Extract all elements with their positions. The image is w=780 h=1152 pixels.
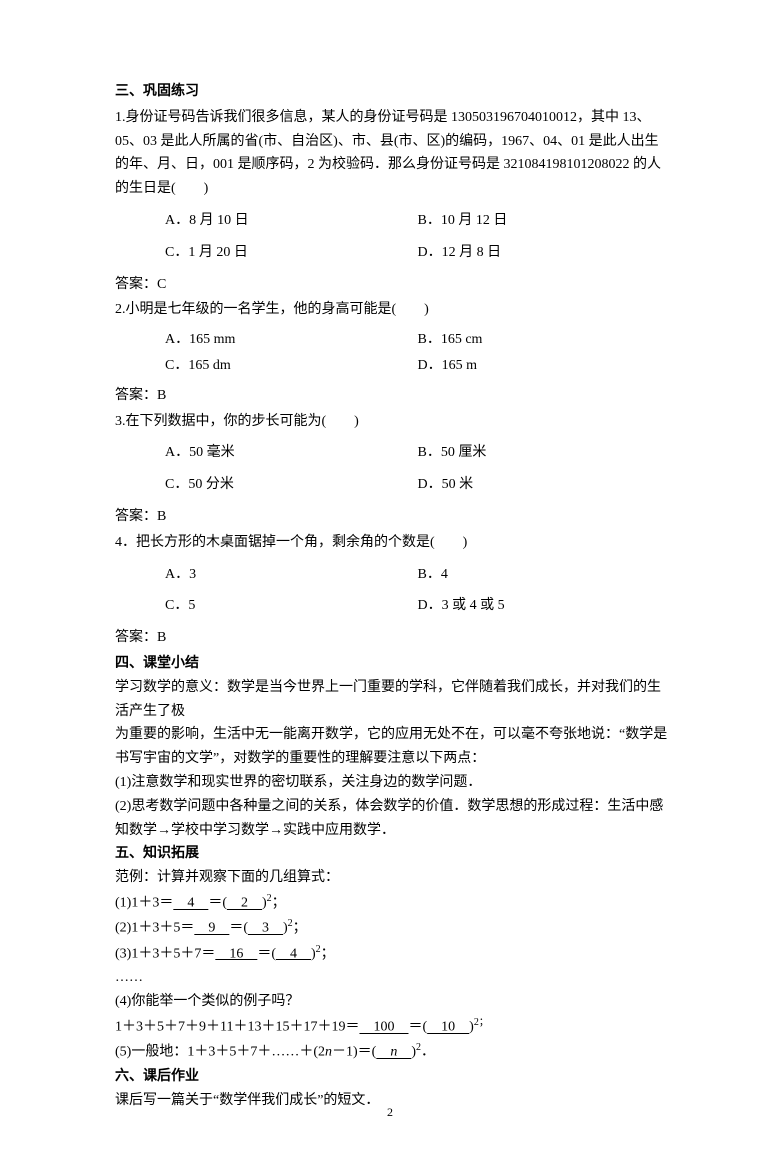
- s5-l1-blank-1: 4: [173, 896, 208, 911]
- s5-line-1: (1)1＋3＝ 4 ＝( 2 )2；: [115, 890, 670, 915]
- q1-stem: 1.身份证号码告诉我们很多信息，某人的身份证号码是 13050319670401…: [115, 106, 670, 201]
- q3-options: A．50 毫米 B．50 厘米 C．50 分米 D．50 米: [115, 441, 670, 497]
- s5-l5-exp: 2；: [474, 1017, 489, 1028]
- s5-line-4: (4)你能举一个类似的例子吗？: [115, 990, 670, 1014]
- q4-option-c: C．5: [165, 594, 418, 618]
- s5-l6-a: (5)一般地：1＋3＋5＋7＋……＋(2: [115, 1045, 325, 1060]
- s5-l6-n: n: [325, 1045, 332, 1060]
- s5-l1-a: (1)1＋3＝: [115, 896, 173, 911]
- q1-options: A．8 月 10 日 B．10 月 12 日 C．1 月 20 日 D．12 月…: [115, 209, 670, 265]
- s5-line-5: 1＋3＋5＋7＋9＋11＋13＋15＋17＋19＝ 100 ＝( 10 )2；: [115, 1014, 670, 1039]
- s5-l6-d: ．: [421, 1045, 435, 1060]
- q3-option-d: D．50 米: [418, 473, 671, 497]
- s5-l3-b: ＝(: [257, 946, 276, 961]
- q3-stem: 3.在下列数据中，你的步长可能为( ): [115, 410, 670, 434]
- q2-answer: 答案：B: [115, 384, 670, 408]
- s5-l2-blank-2: 3: [248, 921, 283, 936]
- s4-p3: (1)注意数学和现实世界的密切联系，关注身边的数学问题．: [115, 771, 670, 795]
- q4-option-b: B．4: [418, 563, 671, 587]
- q4-option-a: A．3: [165, 563, 418, 587]
- s5-l2-b: ＝(: [229, 921, 248, 936]
- s5-line-3: (3)1＋3＋5＋7＝ 16 ＝( 4 )2；: [115, 941, 670, 966]
- s5-l3-d: ；: [321, 946, 335, 961]
- section-5-title: 五、知识拓展: [115, 842, 670, 866]
- q4-options: A．3 B．4 C．5 D．3 或 4 或 5: [115, 563, 670, 619]
- s5-line-6: (5)一般地：1＋3＋5＋7＋……＋(2n－1)＝( n )2．: [115, 1039, 670, 1064]
- s5-intro: 范例：计算并观察下面的几组算式：: [115, 866, 670, 890]
- section-6-title: 六、课后作业: [115, 1065, 670, 1089]
- s5-l5-blank-1: 100: [359, 1020, 408, 1035]
- q1-answer: 答案：C: [115, 273, 670, 297]
- q3-answer: 答案：B: [115, 505, 670, 529]
- s5-l3-a: (3)1＋3＋5＋7＝: [115, 946, 215, 961]
- q1-option-c: C．1 月 20 日: [165, 241, 418, 265]
- page: 三、巩固练习 1.身份证号码告诉我们很多信息，某人的身份证号码是 1305031…: [0, 0, 780, 1152]
- s4-p4: (2)思考数学问题中各种量之间的关系，体会数学的价值．数学思想的形成过程：生活中…: [115, 795, 670, 843]
- s4-p2: 为重要的影响，生活中无一能离开数学，它的应用无处不在，可以毫不夸张地说：“数学是…: [115, 723, 670, 771]
- q4-stem: 4．把长方形的木桌面锯掉一个角，剩余角的个数是( ): [115, 531, 670, 555]
- q3-option-c: C．50 分米: [165, 473, 418, 497]
- section-4-title: 四、课堂小结: [115, 652, 670, 676]
- s5-l1-blank-2: 2: [227, 896, 262, 911]
- page-number: 2: [0, 1102, 780, 1122]
- q3-option-b: B．50 厘米: [418, 441, 671, 465]
- s5-dots: ……: [115, 966, 670, 990]
- section-3-title: 三、巩固练习: [115, 80, 670, 104]
- q4-option-d: D．3 或 4 或 5: [418, 594, 671, 618]
- s5-l5-a: 1＋3＋5＋7＋9＋11＋13＋15＋17＋19＝: [115, 1020, 359, 1035]
- q4-answer: 答案：B: [115, 626, 670, 650]
- s5-l2-d: ；: [293, 921, 307, 936]
- s5-l3-blank-2: 4: [276, 946, 311, 961]
- s5-l5-b: ＝(: [408, 1020, 427, 1035]
- s5-line-2: (2)1＋3＋5＝ 9 ＝( 3 )2；: [115, 915, 670, 940]
- s5-l5-blank-2: 10: [427, 1020, 469, 1035]
- q2-options: A．165 mm B．165 cm C．165 dm D．165 m: [115, 328, 670, 378]
- s5-l2-blank-1: 9: [194, 921, 229, 936]
- q2-option-c: C．165 dm: [165, 354, 418, 378]
- s5-l3-blank-1: 16: [215, 946, 257, 961]
- s5-l1-d: ；: [272, 896, 286, 911]
- q2-option-a: A．165 mm: [165, 328, 418, 352]
- q1-option-a: A．8 月 10 日: [165, 209, 418, 233]
- q1-option-d: D．12 月 8 日: [418, 241, 671, 265]
- q2-stem: 2.小明是七年级的一名学生，他的身高可能是( ): [115, 298, 670, 322]
- s5-l1-b: ＝(: [208, 896, 227, 911]
- q2-option-d: D．165 m: [418, 354, 671, 378]
- s4-p1: 学习数学的意义：数学是当今世界上一门重要的学科，它伴随着我们成长，并对我们的生活…: [115, 676, 670, 724]
- q1-option-b: B．10 月 12 日: [418, 209, 671, 233]
- s5-l6-blank-n: n: [376, 1045, 411, 1060]
- s5-l6-b: －1)＝(: [332, 1045, 376, 1060]
- q3-option-a: A．50 毫米: [165, 441, 418, 465]
- q2-option-b: B．165 cm: [418, 328, 671, 352]
- s5-l2-a: (2)1＋3＋5＝: [115, 921, 194, 936]
